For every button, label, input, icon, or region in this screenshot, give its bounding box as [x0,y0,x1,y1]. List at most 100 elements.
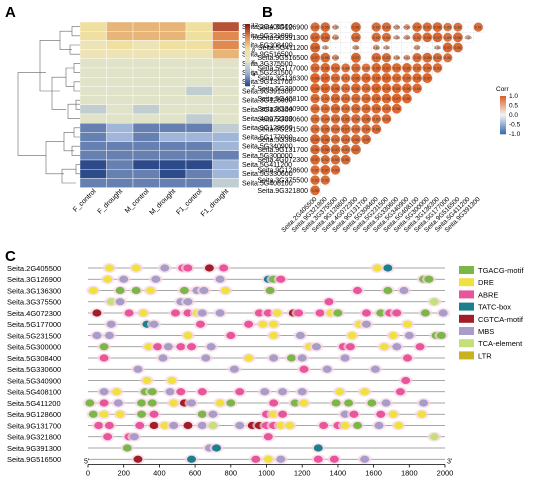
corr-circle [443,53,453,63]
heatmap-cell [79,31,107,41]
element-marker [324,298,334,306]
heatmap-cell [79,67,107,78]
heatmap-col-label: F_drought [97,188,125,216]
corr-value: 0.95 [373,97,380,101]
corr-value: 0.55 [332,26,339,30]
corr-circle [310,73,321,84]
x-tick-label: 1600 [365,469,382,478]
corr-circle [344,46,347,49]
element-marker [263,433,273,441]
colorbar-a-segment [245,77,250,81]
heatmap-row-label: Seita.3G126900 [242,98,293,105]
corr-circle [330,165,341,175]
heatmap-cell [79,113,107,124]
corr-value: 0.92 [373,36,380,40]
corr-circle [442,42,453,53]
corr-circle [443,32,453,42]
colorbar-a-segment [245,50,250,54]
heatmap-cell [159,113,187,124]
heatmap-cell [185,141,213,152]
corr-circle [402,93,412,104]
corr-value: 0.60 [332,36,339,40]
corr-circle [426,46,429,49]
element-marker [149,410,159,418]
element-marker [138,309,148,317]
element-marker [333,309,343,317]
heatmap-cell [212,21,240,32]
heatmap-cell [79,141,107,152]
corr-value: 0.92 [312,128,319,132]
three-prime-label: 3' [447,459,452,466]
heatmap-cell [212,104,240,115]
corr-value: 0.97 [383,77,390,81]
dendrogram-branch [67,103,80,119]
corr-circle [422,73,433,84]
element-marker [235,388,245,396]
colorbar-a-tick: 4 [252,73,255,79]
corr-circle [406,46,408,49]
corr-circle [341,73,351,83]
colorbar-b-tick: 1.0 [509,93,518,100]
corr-circle [344,56,347,59]
corr-row-label: Seita.3G126900 [257,25,308,32]
corr-value: 0.92 [322,158,329,162]
corr-value: 0.95 [352,36,359,40]
heatmap-cell [185,104,213,115]
corr-circle [393,24,400,30]
element-marker [311,343,321,351]
corr-value: 0.97 [312,36,319,40]
heatmap-cell [185,31,213,41]
heatmap-cell [185,76,213,87]
corr-value: 0.92 [424,26,431,30]
element-marker [340,410,350,418]
colorbar-b-segment [500,123,506,126]
heatmap-cell [132,49,160,59]
heatmap-cell [185,58,213,69]
x-tick-label: 600 [189,469,202,478]
colorbar-a-segment [245,65,250,68]
corr-value: 0.97 [393,97,400,101]
element-marker [313,455,323,463]
corr-circle [341,104,351,114]
element-marker [145,286,155,295]
corr-circle [361,73,371,83]
corr-circle [330,73,341,83]
corr-circle [344,36,347,39]
corr-value: 0.98 [312,87,319,91]
corr-circle [340,134,351,145]
x-tick-label: 200 [117,469,130,478]
gene-label: Seita.3G136300 [7,286,61,295]
element-marker [361,320,371,328]
heatmap-cell [212,178,240,188]
element-marker [376,410,386,418]
element-marker [254,309,264,317]
colorbar-b-segment [500,104,506,107]
corr-value: 0.93 [352,128,359,132]
element-marker [360,388,370,396]
corr-circle [371,93,382,104]
element-marker [424,275,434,283]
element-marker [197,421,207,430]
corr-value: 0.92 [312,117,319,121]
colorbar-a-segment [245,73,250,76]
x-tick-label: 1000 [258,469,275,478]
dendrogram-branch [39,40,60,92]
corr-row-label: Seita.5G411200 [258,45,308,52]
corr-value: 0.65 [332,56,339,60]
corr-circle [432,32,443,43]
corr-value: 0.92 [332,77,339,81]
heatmap-row-label: Seita.3G136300 [242,107,293,114]
colorbar-a-segment [245,40,250,43]
element-marker [176,343,186,351]
corr-circle [320,155,330,165]
corr-value: 0.98 [352,26,359,30]
corr-circle [341,63,351,73]
colorbar-b-segment [500,96,506,98]
heatmap-cell [132,141,160,152]
corr-circle [381,32,392,42]
corr-circle [310,52,321,63]
corr-value: 0.50 [383,46,390,50]
corr-value: 0.92 [352,66,359,70]
corr-value: 0.96 [352,138,359,142]
element-marker [187,455,197,463]
